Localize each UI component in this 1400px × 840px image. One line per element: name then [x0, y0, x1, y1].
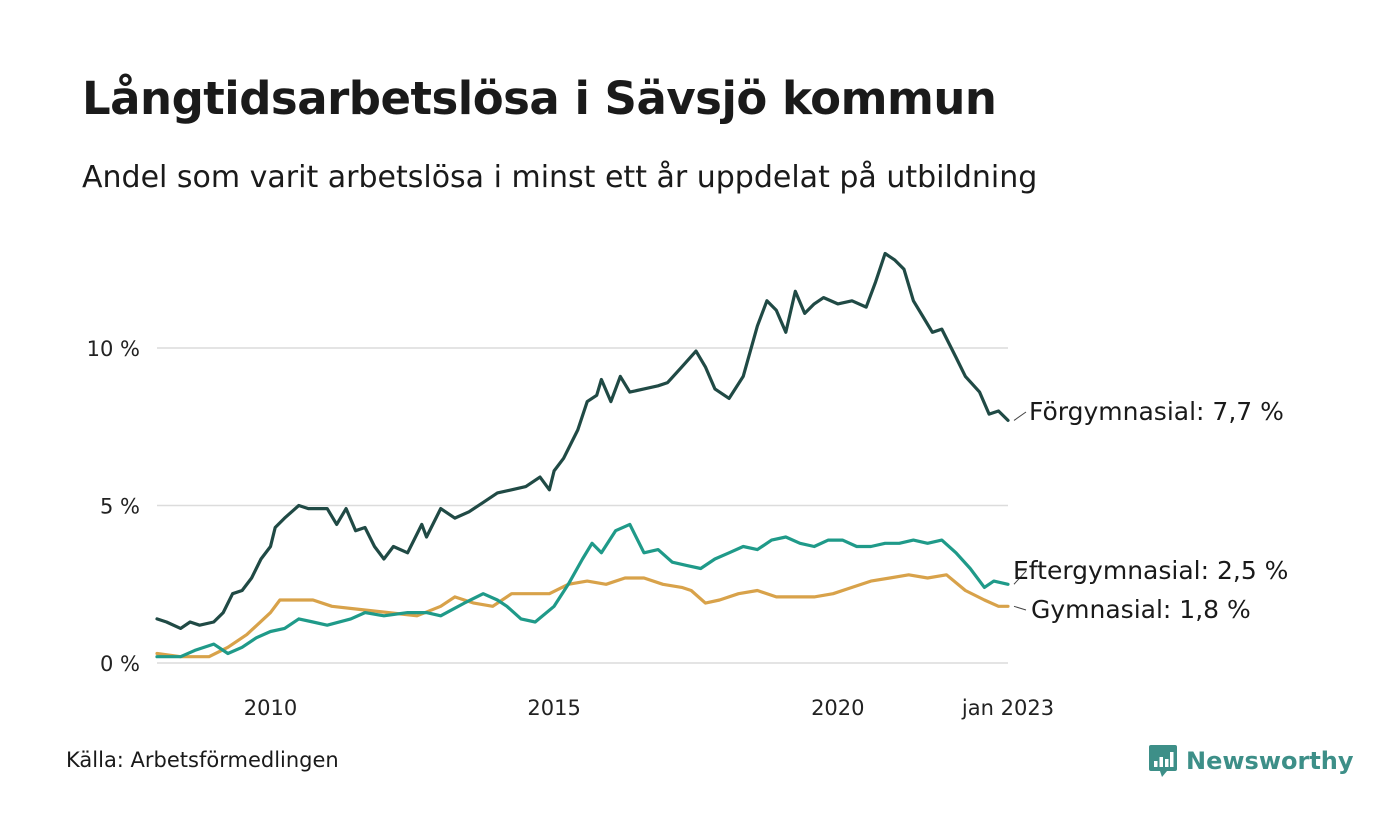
x-tick-label: 2015: [527, 696, 580, 720]
series-line-förgymnasial: [155, 251, 1010, 630]
chart-subtitle: Andel som varit arbetslösa i minst ett å…: [82, 160, 1038, 195]
series-line-gymnasial: [155, 573, 1010, 659]
y-axis-ticks: 0 % 5 % 10 %: [87, 337, 140, 676]
series-end-label: Gymnasial: 1,8 %: [1031, 595, 1251, 624]
series-end-labels: Förgymnasial: 7,7 % Eftergymnasial: 2,5 %…: [1013, 397, 1288, 624]
series-line-eftergymnasial: [155, 522, 1010, 659]
newsworthy-logo-icon: [1149, 745, 1177, 777]
leader-line: [1013, 605, 1027, 611]
brand-name: Newsworthy: [1186, 747, 1354, 775]
y-tick-label: 5 %: [100, 495, 140, 519]
chart-title: Långtidsarbetslösa i Sävsjö kommun: [82, 72, 997, 125]
x-tick-label: jan 2023: [961, 696, 1054, 720]
series-end-label: Eftergymnasial: 2,5 %: [1013, 556, 1288, 585]
x-tick-label: 2010: [244, 696, 297, 720]
x-tick-label: 2020: [811, 696, 864, 720]
grid-lines: [157, 347, 1008, 664]
leader-line: [1013, 570, 1027, 585]
line-chart: 0 % 5 % 10 % 2010 2015 2020 jan 2023 Förgymna…: [87, 251, 1288, 720]
y-tick-label: 0 %: [100, 652, 140, 676]
series-lines: [155, 251, 1010, 659]
leader-line: [1013, 411, 1027, 421]
source-note: Källa: Arbetsförmedlingen: [66, 748, 339, 772]
y-tick-label: 10 %: [87, 337, 140, 361]
brand-logo[interactable]: Newsworthy: [1148, 744, 1354, 778]
series-end-label: Förgymnasial: 7,7 %: [1029, 397, 1284, 426]
x-axis-ticks: 2010 2015 2020 jan 2023: [244, 696, 1054, 720]
